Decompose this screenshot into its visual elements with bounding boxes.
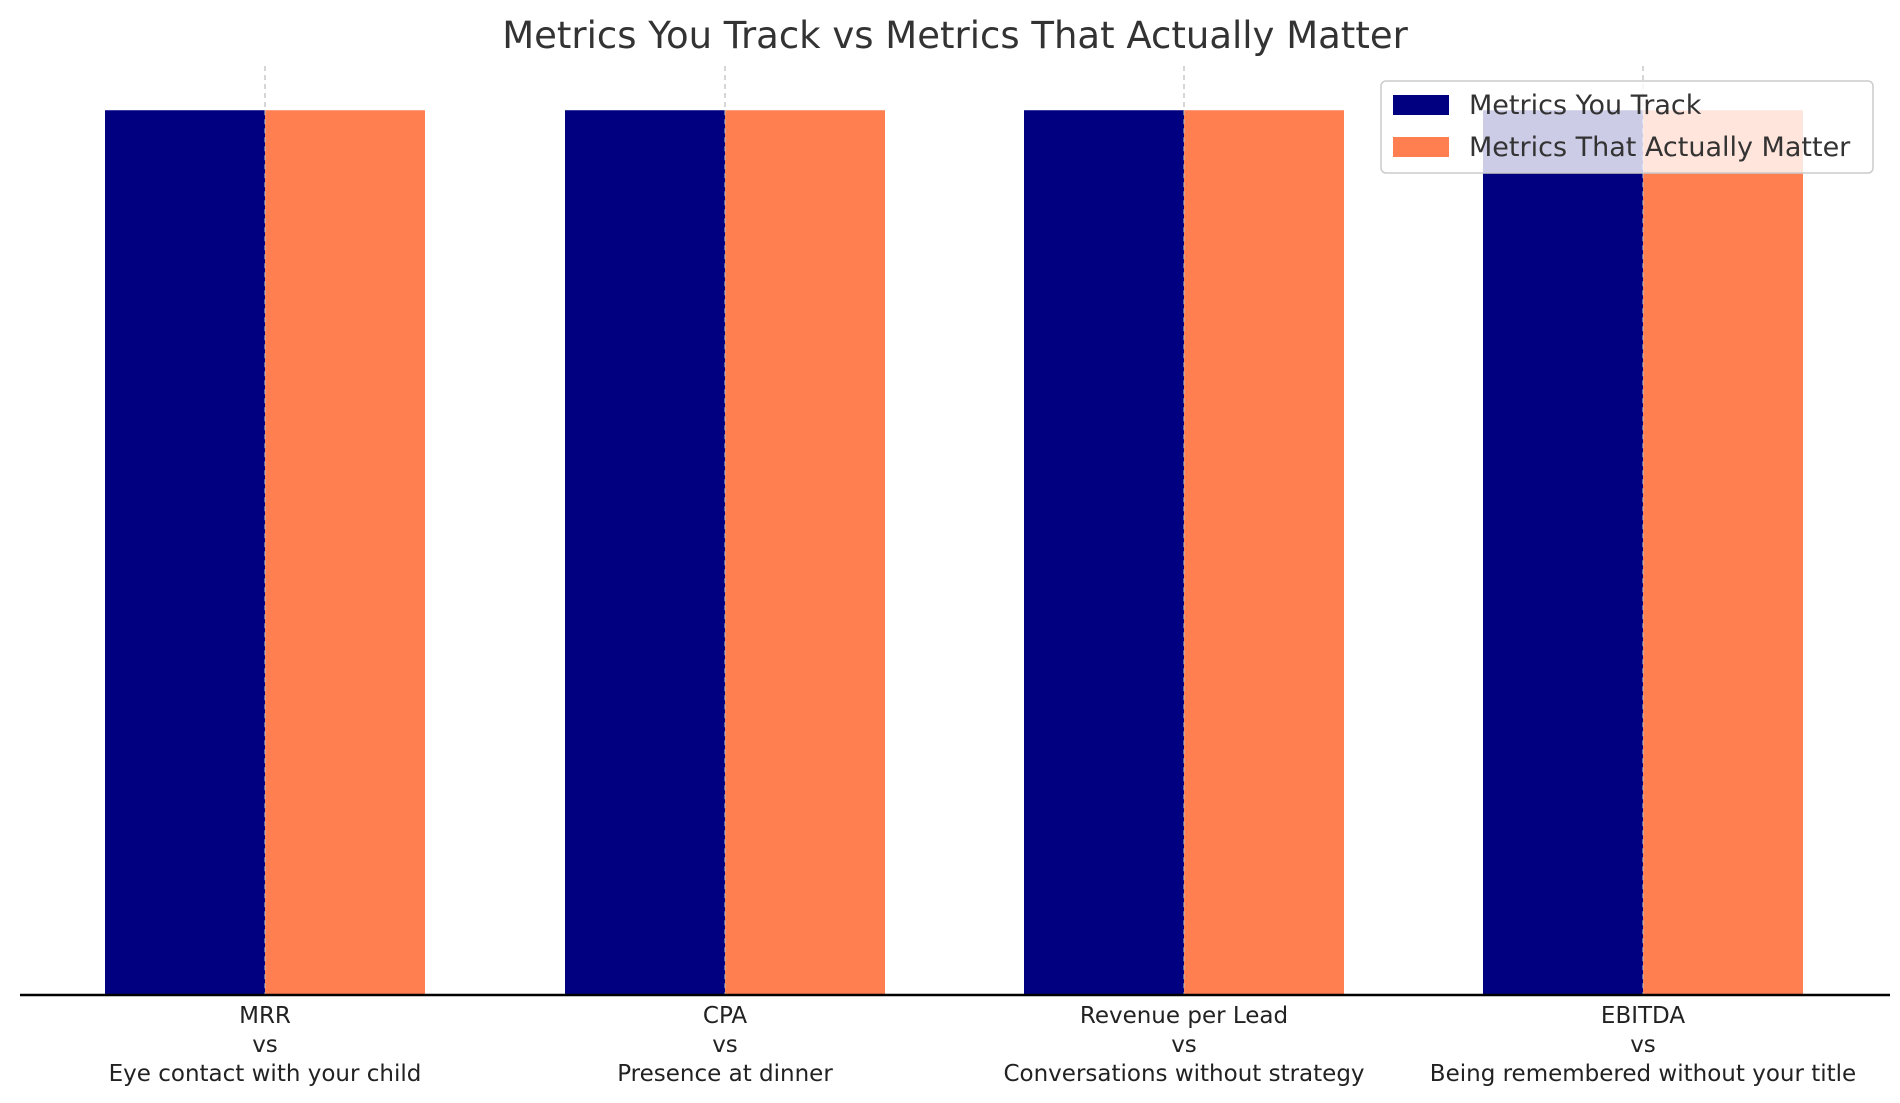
x-tick-label: Being remembered without your title (1430, 1061, 1856, 1087)
legend-label-metrics-you-track: Metrics You Track (1469, 90, 1702, 121)
x-tick-label: vs (1630, 1032, 1656, 1058)
x-tick-label: Revenue per Lead (1080, 1003, 1288, 1029)
bar-metrics-you-track[interactable] (1483, 110, 1643, 995)
bar-metrics-that-matter[interactable] (725, 110, 885, 995)
x-tick-label: vs (712, 1032, 738, 1058)
x-tick-label: Conversations without strategy (1003, 1061, 1364, 1087)
bar-metrics-you-track[interactable] (565, 110, 725, 995)
legend-swatch-metrics-that-matter (1393, 137, 1449, 157)
bar-metrics-that-matter[interactable] (265, 110, 425, 995)
x-tick-label: EBITDA (1601, 1003, 1685, 1029)
bar-metrics-that-matter[interactable] (1184, 110, 1344, 995)
x-tick-label: CPA (703, 1003, 747, 1029)
grid-lines (264, 66, 1644, 995)
bars (105, 110, 1803, 995)
legend-swatch-metrics-you-track (1393, 95, 1449, 115)
x-tick-label: Presence at dinner (617, 1061, 833, 1087)
bar-metrics-you-track[interactable] (105, 110, 265, 995)
legend-box (1380, 80, 1874, 174)
bar-metrics-you-track[interactable] (1024, 110, 1184, 995)
x-tick-label: MRR (239, 1003, 291, 1029)
x-tick-label: vs (1171, 1032, 1197, 1058)
legend[interactable]: Metrics You Track Metrics That Actually M… (1380, 80, 1874, 174)
x-tick-label: vs (252, 1032, 278, 1058)
x-tick-labels: MRR vs Eye contact with your child CPA vs Pre… (109, 1003, 1857, 1087)
grid-overlay (264, 110, 1644, 995)
bar-metrics-that-matter[interactable] (1643, 110, 1803, 995)
legend-label-metrics-that-matter: Metrics That Actually Matter (1469, 132, 1851, 163)
x-tick-label: Eye contact with your child (109, 1061, 422, 1087)
chart-title: Metrics You Track vs Metrics That Actual… (502, 14, 1408, 57)
